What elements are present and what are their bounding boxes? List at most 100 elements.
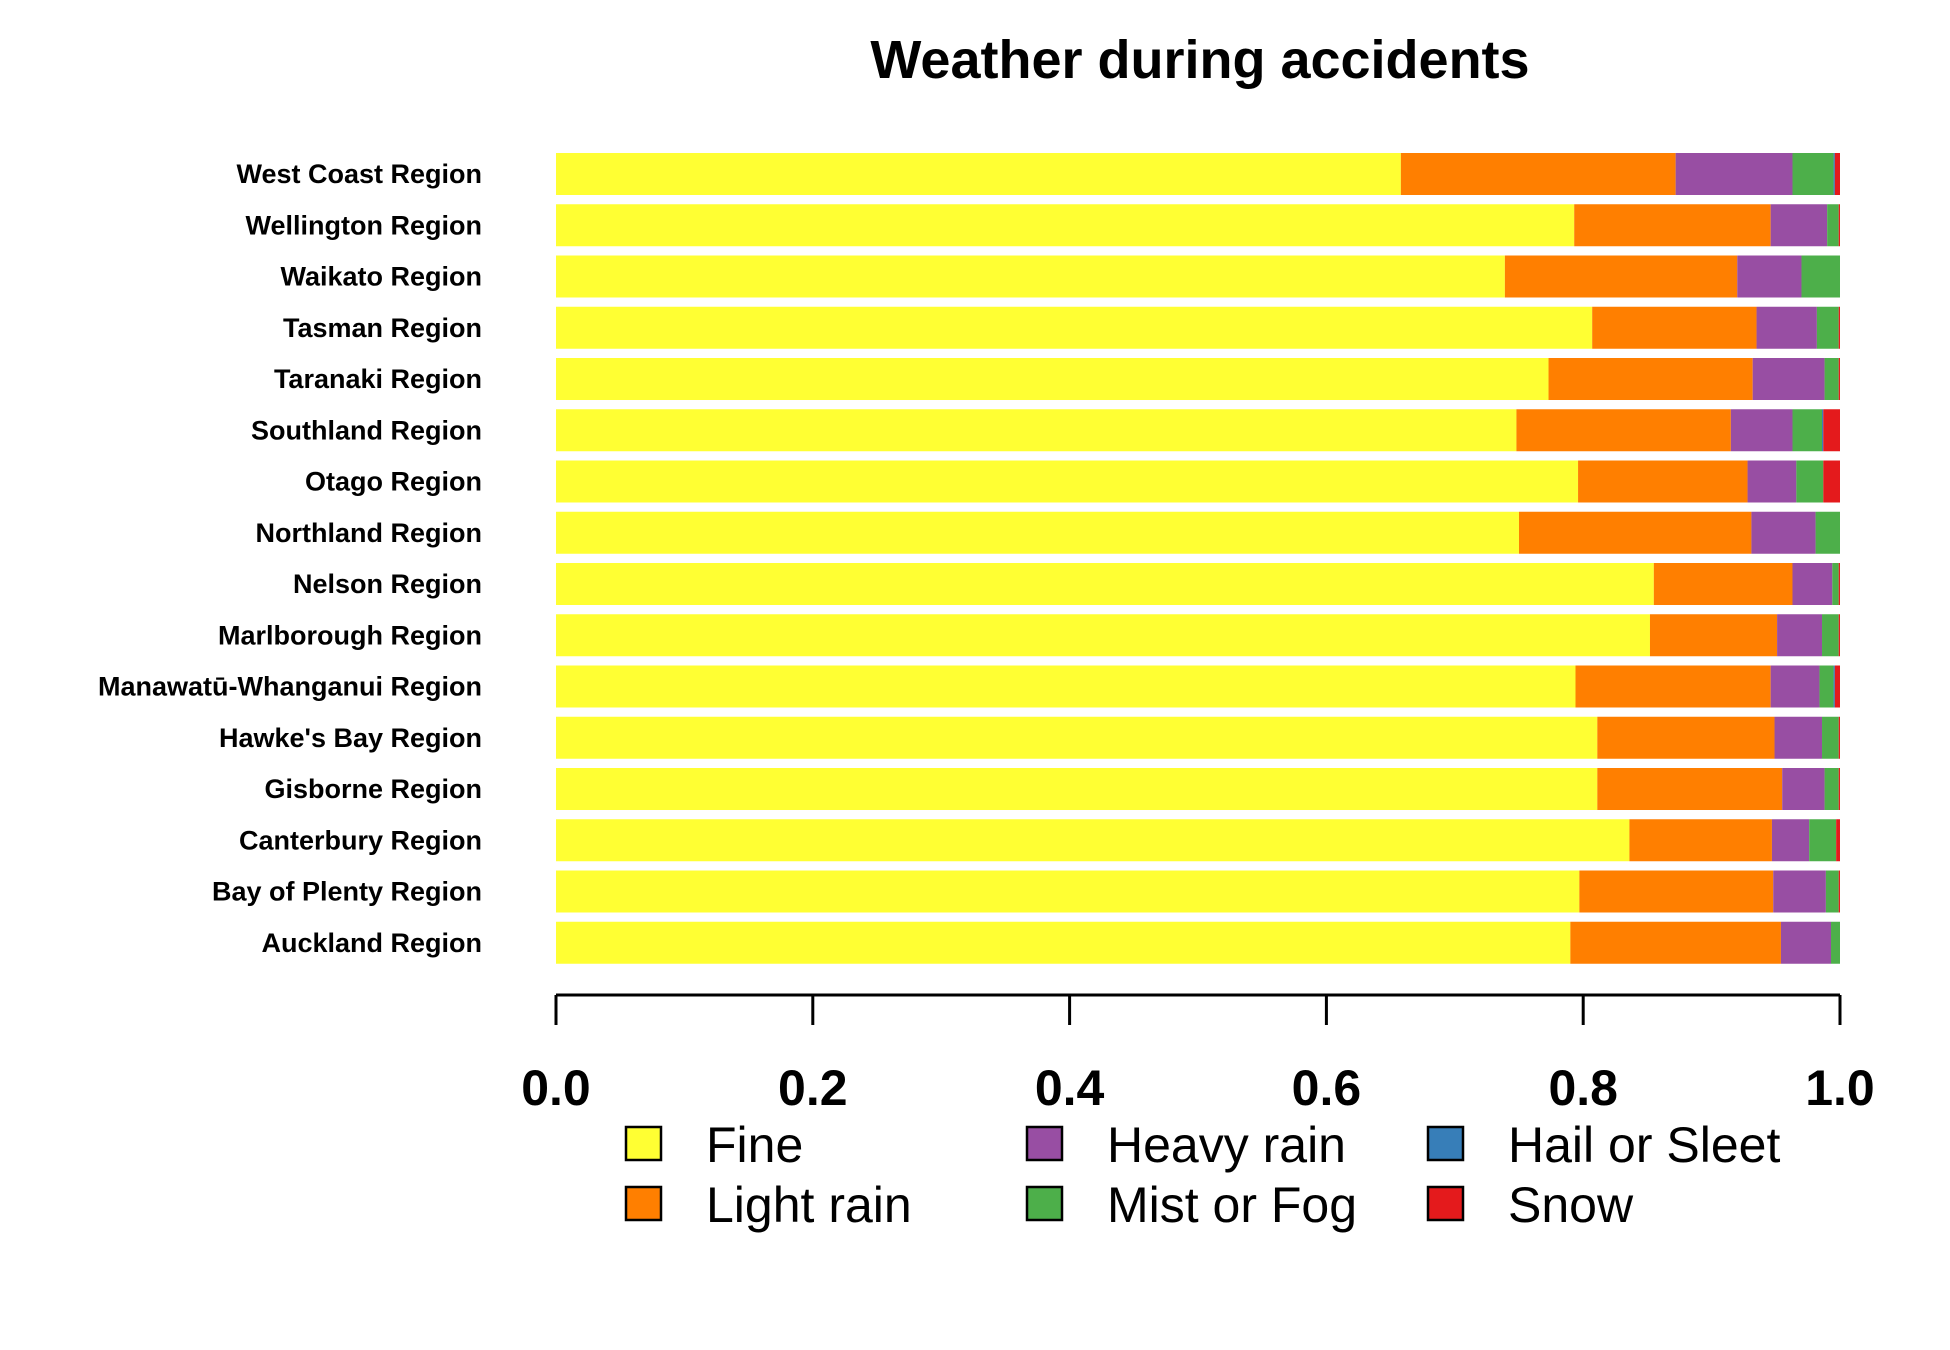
legend-swatch-snow bbox=[1426, 1185, 1465, 1222]
bar-segment-west-coast-region-fine bbox=[556, 153, 1401, 195]
bar-segment-gisborne-region-heavy-rain bbox=[1782, 768, 1825, 810]
bar-segment-hawke-s-bay-region-fine bbox=[556, 716, 1598, 759]
category-labels: West Coast Region Wellington Region Waikat… bbox=[98, 159, 482, 958]
legend-swatch-mist-or-fog bbox=[1025, 1185, 1064, 1222]
category-label-west-coast-region: West Coast Region bbox=[236, 159, 482, 189]
bar-segment-wellington-region-fine bbox=[556, 204, 1575, 247]
category-label-taranaki-region: Taranaki Region bbox=[274, 364, 482, 394]
bar-segment-marlborough-region-mist-or-fog bbox=[1822, 614, 1839, 657]
bar-segment-bay-of-plenty-region-fine bbox=[556, 870, 1580, 913]
legend-label-mist-or-fog: Mist or Fog bbox=[1107, 1177, 1357, 1233]
bar-segment-canterbury-region-snow bbox=[1836, 819, 1840, 862]
bar-segment-gisborne-region-snow bbox=[1838, 768, 1840, 810]
bar-segment-otago-region-mist-or-fog bbox=[1796, 460, 1824, 503]
bar-segment-manawatu-whanganui-region-heavy-rain bbox=[1770, 665, 1820, 708]
bar-segment-nelson-region-snow bbox=[1838, 563, 1840, 605]
bar-segment-southland-region-fine bbox=[556, 409, 1517, 452]
bar-segment-canterbury-region-light-rain bbox=[1629, 819, 1772, 862]
bar-segment-southland-region-mist-or-fog bbox=[1792, 409, 1823, 452]
category-label-bay-of-plenty-region: Bay of Plenty Region bbox=[212, 877, 482, 907]
x-tick-label-1-0: 1.0 bbox=[1805, 1060, 1875, 1116]
bar-segment-bay-of-plenty-region-snow bbox=[1838, 870, 1840, 913]
x-tick-label-0-2: 0.2 bbox=[778, 1060, 848, 1116]
bar-segment-auckland-region-mist-or-fog bbox=[1831, 921, 1840, 964]
bar-segment-canterbury-region-heavy-rain bbox=[1771, 819, 1810, 862]
bar-segment-otago-region-light-rain bbox=[1578, 460, 1748, 503]
bar-segment-west-coast-region-light-rain bbox=[1400, 153, 1676, 195]
legend-swatch-light-rain bbox=[624, 1185, 663, 1222]
bar-segment-tasman-region-snow bbox=[1838, 306, 1840, 349]
legend-swatch-fine bbox=[624, 1125, 663, 1162]
bar-segment-auckland-region-heavy-rain bbox=[1780, 921, 1832, 964]
bar-segment-manawatu-whanganui-region-mist-or-fog bbox=[1819, 665, 1834, 708]
bar-segment-waikato-region-light-rain bbox=[1504, 255, 1738, 298]
legend-label-heavy-rain: Heavy rain bbox=[1107, 1117, 1346, 1173]
bar-segment-southland-region-light-rain bbox=[1516, 409, 1731, 452]
bar-segment-northland-region-heavy-rain bbox=[1751, 511, 1816, 554]
bar-segment-gisborne-region-mist-or-fog bbox=[1824, 768, 1839, 810]
bars-group bbox=[556, 153, 1840, 964]
bar-segment-marlborough-region-heavy-rain bbox=[1777, 614, 1823, 657]
bar-segment-west-coast-region-heavy-rain bbox=[1675, 153, 1793, 195]
bar-segment-tasman-region-fine bbox=[556, 306, 1593, 349]
legend: Fine Heavy rain Hail or Sleet Light rain Mis… bbox=[624, 1117, 1780, 1233]
category-label-canterbury-region: Canterbury Region bbox=[239, 825, 482, 855]
legend-swatch-hail-or-sleet bbox=[1426, 1125, 1465, 1162]
bar-segment-auckland-region-fine bbox=[556, 921, 1571, 964]
bar-segment-nelson-region-mist-or-fog bbox=[1832, 563, 1839, 605]
bar-segment-southland-region-heavy-rain bbox=[1730, 409, 1793, 452]
bar-segment-northland-region-mist-or-fog bbox=[1815, 511, 1840, 554]
bar-segment-northland-region-light-rain bbox=[1519, 511, 1752, 554]
bar-segment-hawke-s-bay-region-mist-or-fog bbox=[1822, 716, 1839, 759]
category-label-southland-region: Southland Region bbox=[251, 415, 482, 445]
bar-segment-hawke-s-bay-region-snow bbox=[1838, 716, 1840, 759]
bar-segment-otago-region-fine bbox=[556, 460, 1579, 503]
bar-segment-west-coast-region-mist-or-fog bbox=[1792, 153, 1834, 195]
bar-segment-west-coast-region-hail-or-sleet bbox=[1833, 153, 1835, 195]
bar-segment-manawatu-whanganui-region-hail-or-sleet bbox=[1833, 665, 1835, 708]
bar-segment-wellington-region-heavy-rain bbox=[1770, 204, 1828, 247]
legend-label-fine: Fine bbox=[706, 1117, 803, 1173]
category-label-auckland-region: Auckland Region bbox=[261, 928, 482, 958]
category-label-hawke-s-bay-region: Hawke's Bay Region bbox=[219, 723, 482, 753]
bar-segment-waikato-region-heavy-rain bbox=[1737, 255, 1802, 298]
bar-segment-waikato-region-fine bbox=[556, 255, 1505, 298]
bar-segment-taranaki-region-fine bbox=[556, 358, 1549, 400]
legend-swatch-heavy-rain bbox=[1025, 1125, 1064, 1162]
category-label-wellington-region: Wellington Region bbox=[246, 210, 482, 240]
bar-segment-canterbury-region-mist-or-fog bbox=[1809, 819, 1837, 862]
bar-segment-tasman-region-light-rain bbox=[1592, 306, 1757, 349]
bar-segment-otago-region-heavy-rain bbox=[1747, 460, 1797, 503]
bar-segment-tasman-region-heavy-rain bbox=[1756, 306, 1817, 349]
bar-segment-canterbury-region-fine bbox=[556, 819, 1630, 862]
legend-label-snow: Snow bbox=[1508, 1177, 1634, 1233]
category-label-manawatu-whanganui-region: Manawatū-Whanganui Region bbox=[98, 672, 482, 702]
x-tick-label-0-8: 0.8 bbox=[1548, 1060, 1618, 1116]
chart-title: Weather during accidents bbox=[870, 30, 1529, 90]
bar-segment-bay-of-plenty-region-mist-or-fog bbox=[1825, 870, 1839, 913]
bar-segment-taranaki-region-heavy-rain bbox=[1752, 358, 1825, 400]
x-axis: 0.0 0.2 0.4 0.6 0.8 1.0 bbox=[521, 993, 1875, 1116]
category-label-waikato-region: Waikato Region bbox=[280, 262, 482, 292]
bar-segment-auckland-region-light-rain bbox=[1570, 921, 1781, 964]
bar-segment-manawatu-whanganui-region-light-rain bbox=[1575, 665, 1771, 708]
bar-segment-bay-of-plenty-region-heavy-rain bbox=[1773, 870, 1826, 913]
bar-segment-hawke-s-bay-region-light-rain bbox=[1597, 716, 1775, 759]
x-tick-label-0-4: 0.4 bbox=[1035, 1060, 1105, 1116]
bar-segment-wellington-region-mist-or-fog bbox=[1827, 204, 1839, 247]
bar-segment-bay-of-plenty-region-light-rain bbox=[1579, 870, 1774, 913]
category-label-marlborough-region: Marlborough Region bbox=[218, 620, 482, 650]
bar-segment-northland-region-fine bbox=[556, 511, 1519, 554]
bar-segment-nelson-region-heavy-rain bbox=[1792, 563, 1833, 605]
category-label-otago-region: Otago Region bbox=[305, 467, 482, 497]
bar-segment-marlborough-region-fine bbox=[556, 614, 1650, 657]
x-tick-label-0-0: 0.0 bbox=[521, 1060, 591, 1116]
bar-segment-marlborough-region-snow bbox=[1838, 614, 1840, 657]
bar-segment-nelson-region-fine bbox=[556, 563, 1654, 605]
bar-segment-taranaki-region-mist-or-fog bbox=[1824, 358, 1839, 400]
bar-segment-wellington-region-light-rain bbox=[1574, 204, 1771, 247]
bar-segment-wellington-region-snow bbox=[1838, 204, 1840, 247]
bar-segment-southland-region-snow bbox=[1823, 409, 1840, 452]
bar-segment-southland-region-hail-or-sleet bbox=[1822, 409, 1824, 452]
